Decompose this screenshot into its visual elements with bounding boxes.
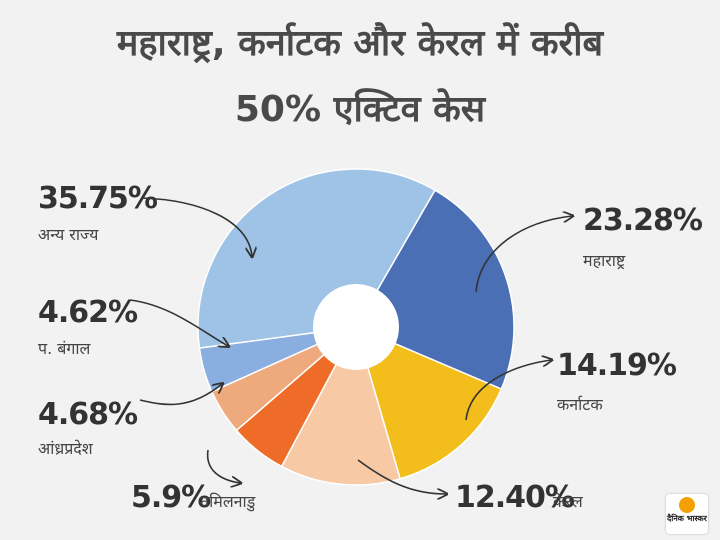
slice-value-label-2: 12.40% (455, 480, 575, 515)
slice-value-label-1: 14.19% (557, 348, 677, 383)
slice-category-label-3: तमिलनाडु (200, 492, 256, 512)
slice-category-label-2: केरल (553, 492, 584, 511)
slice-value-label-6: 35.75% (38, 181, 158, 216)
callout-arrow-1 (465, 360, 551, 421)
dainik-bhaskar-logo: दैनिक भास्कर (666, 494, 708, 534)
callout-arrow-2 (357, 459, 446, 494)
slice-value-label-3: 5.9% (131, 480, 211, 515)
slice-value-label-5: 4.62% (38, 295, 138, 330)
pie-slice-1 (354, 325, 503, 480)
slice-category-label-4: आंध्रप्रदेश (38, 439, 94, 458)
chart-title-line2: 50% एक्टिव केस (234, 89, 486, 130)
chart-title-line1: महाराष्ट्र, कर्नाटक और केरल में करीब (116, 23, 604, 64)
slice-value-label-0: 23.28% (583, 203, 703, 238)
callout-arrow-3 (206, 449, 240, 483)
logo-text: दैनिक भास्कर (667, 514, 707, 523)
slice-category-label-0: महाराष्ट्र (583, 251, 626, 270)
callout-arrow-5 (129, 299, 228, 346)
callout-arrow-0 (475, 216, 572, 293)
pie-slice-6 (197, 168, 437, 349)
slice-category-label-6: अन्य राज्य (38, 225, 99, 244)
donut-hole (313, 284, 399, 370)
slice-value-label-4: 4.68% (38, 397, 138, 432)
callout-arrow-4 (139, 384, 222, 406)
sun-icon (679, 497, 695, 513)
slice-category-label-5: प. बंगाल (38, 339, 92, 358)
pie-slice-2 (280, 325, 402, 486)
slice-category-label-1: कर्नाटक (557, 395, 603, 414)
callout-arrow-6 (141, 197, 252, 256)
